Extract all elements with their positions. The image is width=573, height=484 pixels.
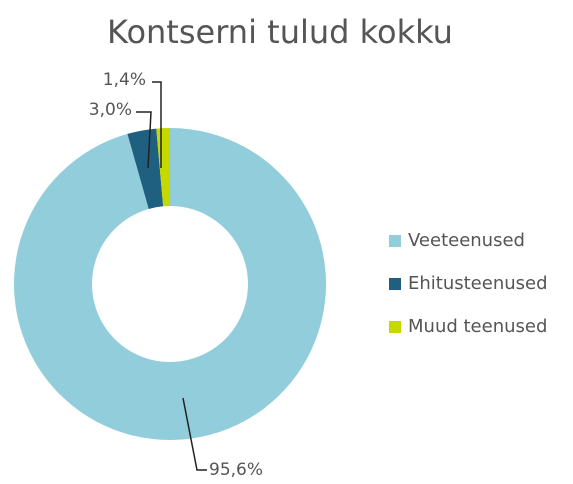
legend-label: Muud teenused [408, 316, 547, 337]
data-label: 3,0% [89, 100, 132, 120]
leader-line [152, 81, 162, 168]
data-label: 1,4% [103, 70, 146, 90]
data-label: 95,6% [209, 460, 263, 480]
legend-label: Veeteenused [408, 230, 525, 251]
donut-slice [156, 128, 170, 207]
chart-title: Kontserni tulud kokku [107, 13, 453, 51]
donut-slice [14, 128, 327, 441]
legend-swatch [389, 321, 401, 333]
leader-line [136, 111, 152, 169]
legend-swatch [389, 235, 401, 247]
donut-slice [127, 128, 164, 209]
legend-swatch [389, 278, 401, 290]
legend-label: Ehitusteenused [408, 273, 548, 294]
leader-line [182, 397, 207, 471]
